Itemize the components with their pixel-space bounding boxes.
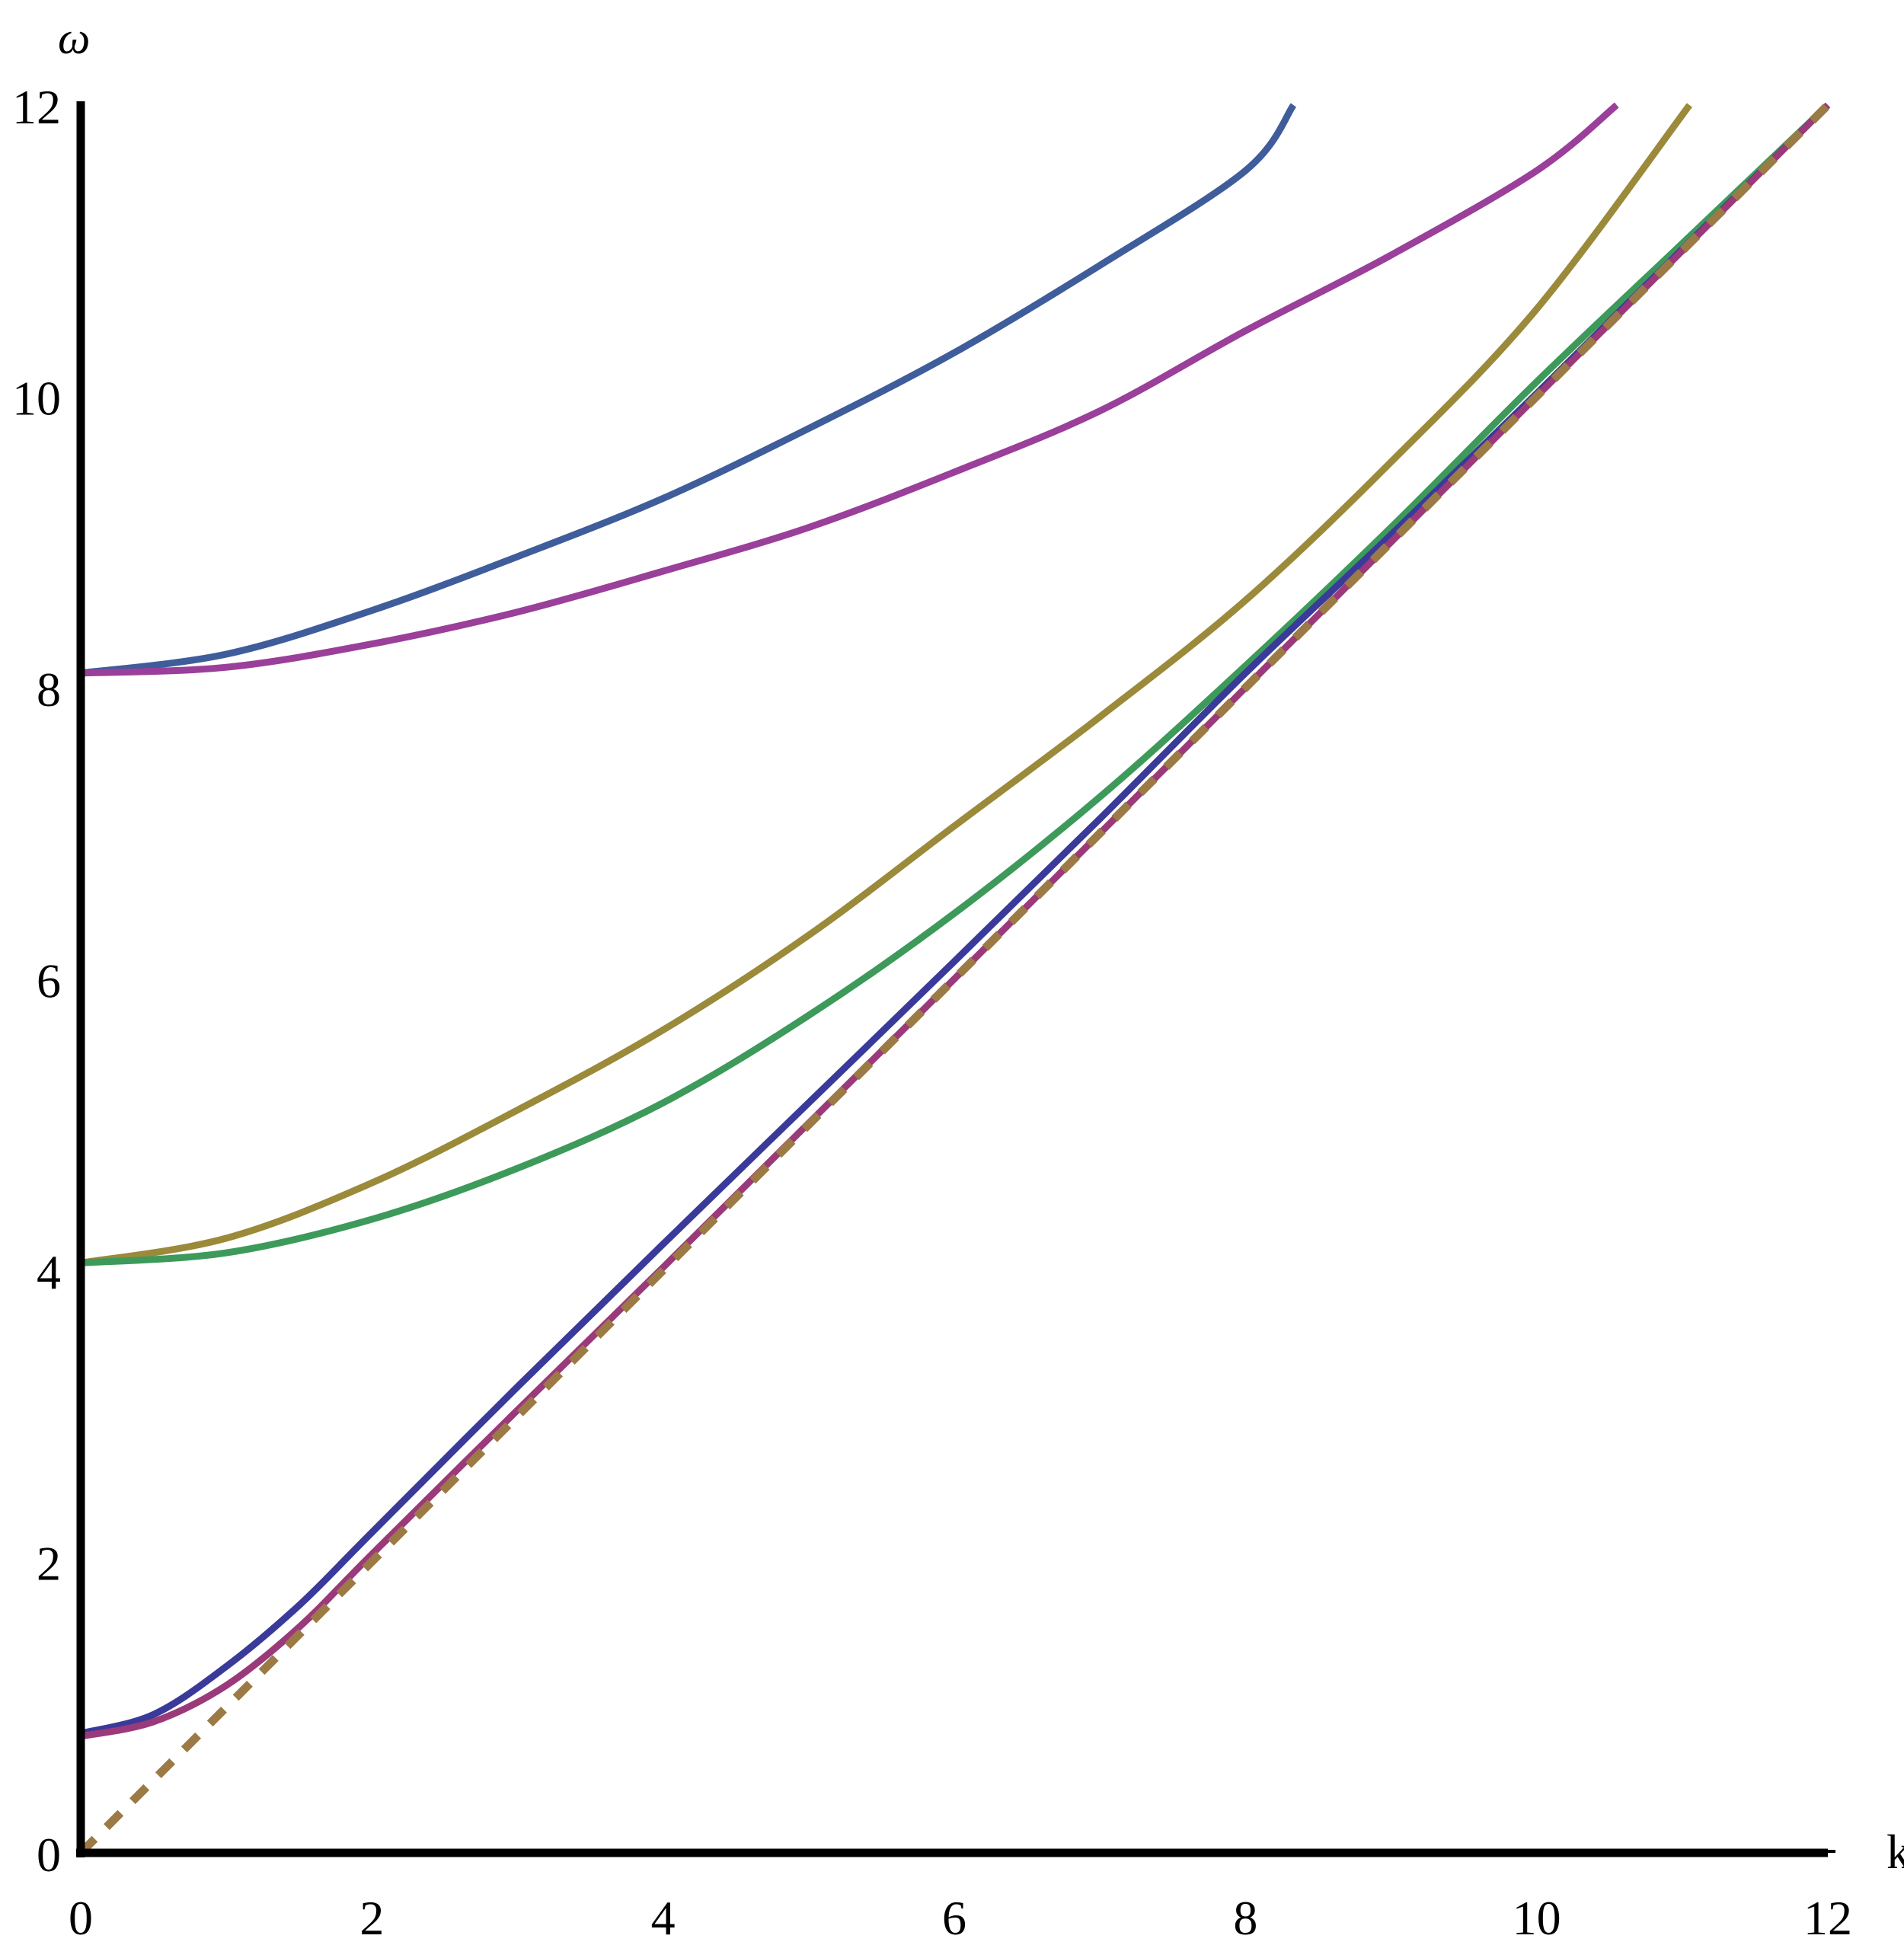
x-tick-label: 6 [942, 1891, 966, 1941]
series-line-4 [80, 102, 1831, 1266]
y-tick-label: 10 [12, 372, 61, 426]
series-line-3 [80, 103, 1692, 1266]
y-tick-label: 8 [37, 663, 61, 717]
series-layer [78, 102, 1831, 1856]
y-tick-label: 4 [37, 1245, 61, 1299]
series-line-6 [80, 102, 1831, 1740]
y-tick-label: 6 [37, 954, 61, 1008]
ticks-layer: 0 2 4 6 8 10 12 0 2 4 6 8 10 12 [12, 80, 1852, 1945]
x-tick-label: 10 [1513, 1891, 1561, 1941]
series-line-7 [78, 102, 1831, 1856]
x-tick-label: 2 [359, 1891, 384, 1941]
series-line-2 [80, 102, 1619, 677]
series-line-1 [80, 103, 1297, 677]
x-tick-label: 12 [1803, 1891, 1852, 1941]
y-tick-label: 2 [37, 1537, 61, 1591]
x-tick-label: 4 [651, 1891, 676, 1941]
x-tick-label: 0 [69, 1891, 93, 1941]
axes-layer [76, 101, 1835, 1857]
y-tick-label: 12 [12, 80, 61, 134]
y-axis-title: ω [58, 13, 90, 63]
x-axis-title: k [1886, 1825, 1904, 1879]
x-tick-label: 8 [1233, 1891, 1257, 1941]
y-tick-label: 0 [37, 1828, 61, 1882]
